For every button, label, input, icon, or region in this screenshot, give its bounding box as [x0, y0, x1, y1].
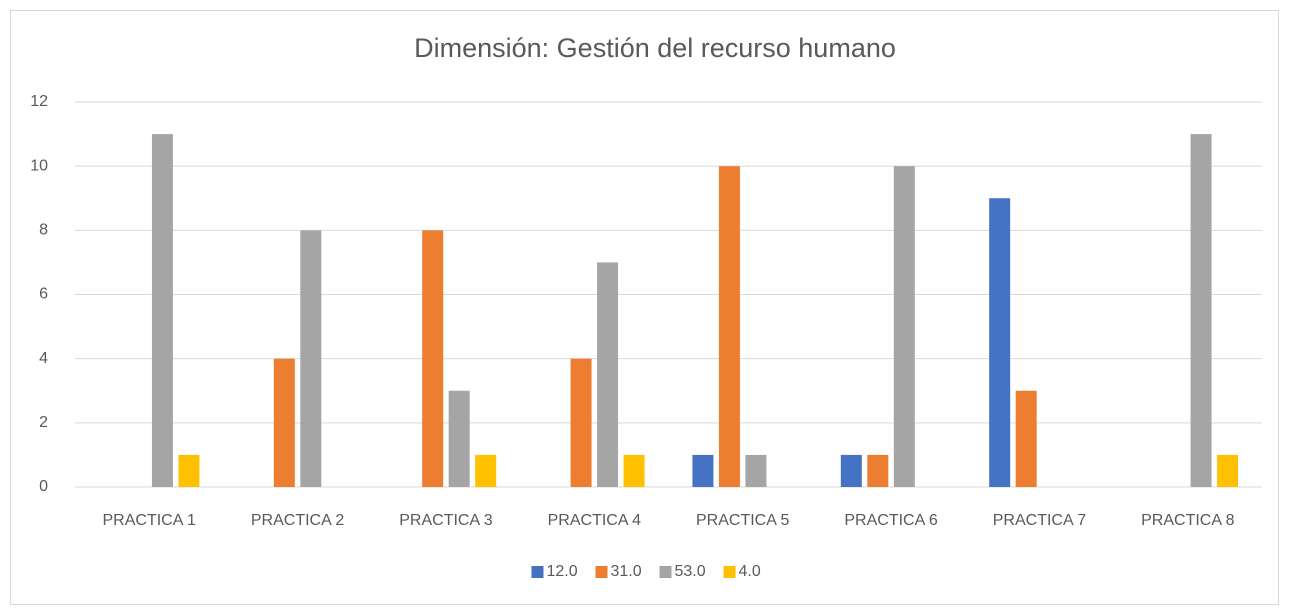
- x-tick-label: PRACTICA 6: [844, 512, 937, 529]
- x-tick-label: PRACTICA 2: [251, 512, 344, 529]
- bar: [597, 262, 619, 487]
- bar: [867, 454, 889, 487]
- bar: [718, 166, 740, 487]
- bar: [1015, 390, 1037, 487]
- chart-border: [10, 10, 1279, 605]
- bar: [300, 230, 322, 488]
- bar: [989, 198, 1011, 487]
- bar: [1190, 134, 1212, 488]
- bar: [745, 454, 767, 487]
- bar: [151, 134, 173, 488]
- legend-swatch: [531, 566, 544, 578]
- bar: [422, 230, 444, 488]
- y-tick-label: 8: [39, 222, 48, 239]
- x-tick-label: PRACTICA 3: [399, 512, 492, 529]
- bar: [840, 454, 862, 487]
- bar: [692, 454, 714, 487]
- y-tick-label: 10: [30, 157, 48, 174]
- legend-label: 31.0: [611, 563, 642, 580]
- bar: [623, 454, 645, 487]
- legend-swatch: [595, 566, 608, 578]
- y-tick-label: 4: [39, 350, 48, 367]
- chart-title: Dimensión: Gestión del recurso humano: [414, 33, 896, 63]
- bar: [273, 358, 295, 487]
- y-tick-label: 0: [39, 478, 48, 495]
- x-tick-label: PRACTICA 1: [103, 512, 196, 529]
- bar: [178, 454, 200, 487]
- bar: [570, 358, 592, 487]
- bar: [448, 390, 470, 487]
- bar: [893, 166, 915, 487]
- bar: [475, 454, 497, 487]
- y-tick-label: 6: [39, 286, 48, 303]
- x-tick-label: PRACTICA 8: [1141, 512, 1234, 529]
- y-tick-label: 12: [30, 93, 48, 110]
- x-tick-label: PRACTICA 5: [696, 512, 789, 529]
- x-tick-label: PRACTICA 4: [548, 512, 641, 529]
- legend-label: 12.0: [547, 563, 578, 580]
- x-tick-label: PRACTICA 7: [993, 512, 1086, 529]
- y-tick-label: 2: [39, 414, 48, 431]
- legend-swatch: [723, 566, 736, 578]
- bar: [1217, 454, 1239, 487]
- legend-label: 53.0: [675, 563, 706, 580]
- legend-label: 4.0: [739, 563, 761, 580]
- legend-swatch: [659, 566, 672, 578]
